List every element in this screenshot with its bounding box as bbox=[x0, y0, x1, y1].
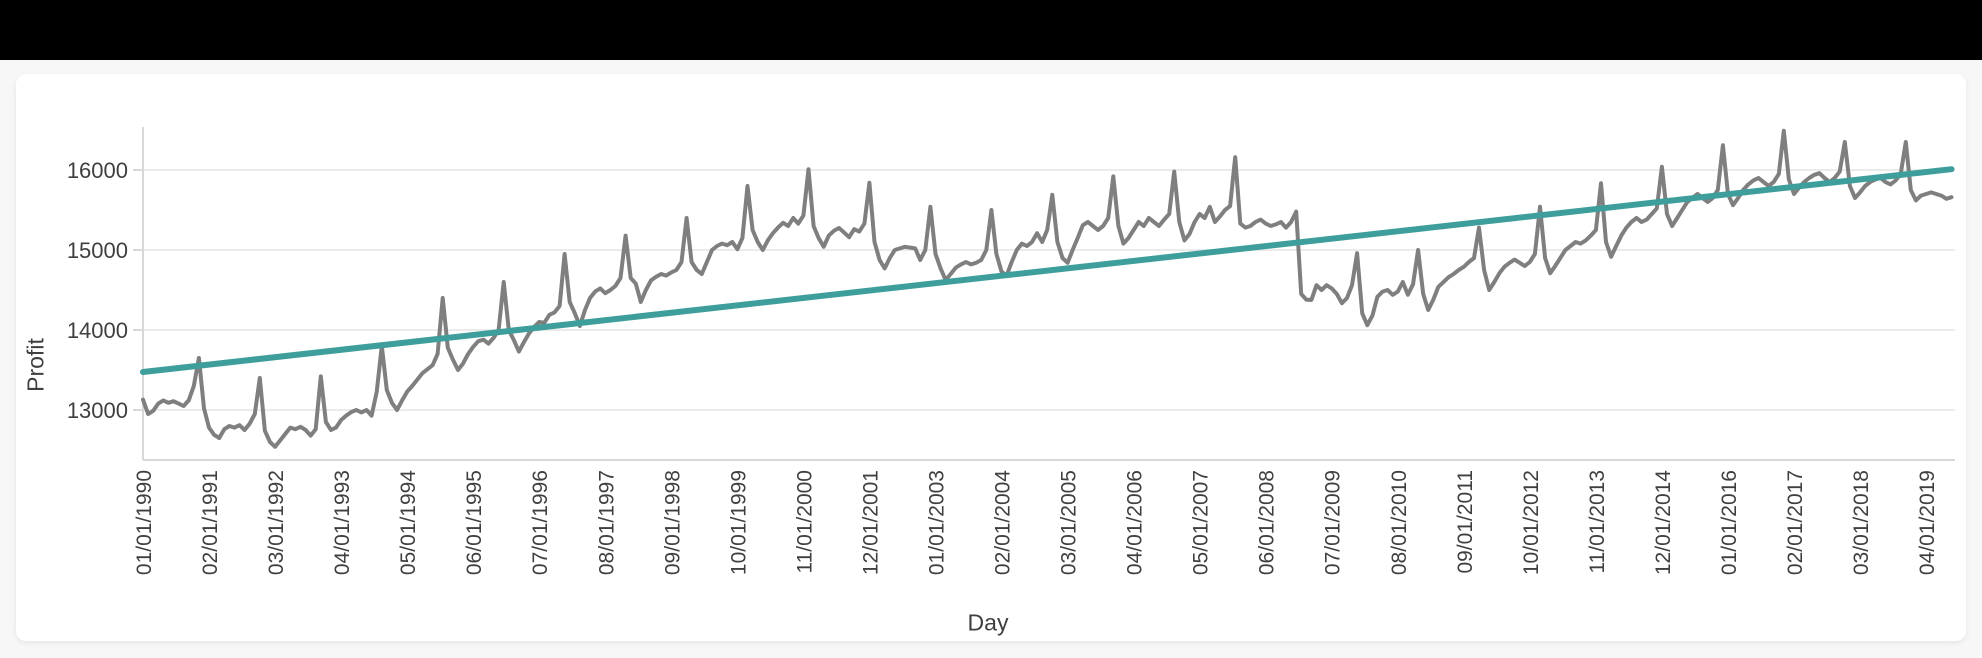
x-tick-label: 03/01/1992 bbox=[265, 470, 288, 575]
x-tick-label: 03/01/2005 bbox=[1058, 470, 1081, 575]
x-tick-label: 06/01/1995 bbox=[463, 470, 486, 575]
y-tick-label: 13000 bbox=[67, 398, 128, 423]
x-tick-label: 01/01/2003 bbox=[925, 470, 948, 575]
x-tick-label: 06/01/2008 bbox=[1256, 470, 1279, 575]
x-tick-label: 11/01/2000 bbox=[793, 470, 816, 574]
x-tick-label: 03/01/2018 bbox=[1850, 470, 1873, 575]
x-tick-label: 01/01/1990 bbox=[133, 470, 156, 575]
x-tick-label: 07/01/1996 bbox=[529, 470, 552, 575]
y-axis-title: Profit bbox=[22, 338, 49, 392]
x-tick-label: 02/01/2004 bbox=[992, 470, 1015, 575]
x-axis-title: Day bbox=[967, 609, 1009, 636]
x-tick-label: 09/01/2011 bbox=[1454, 470, 1477, 574]
x-tick-label: 04/01/2019 bbox=[1916, 470, 1939, 575]
x-tick-label: 11/01/2013 bbox=[1586, 470, 1609, 574]
x-tick-label: 01/01/2016 bbox=[1718, 470, 1741, 575]
x-tick-label: 05/01/1994 bbox=[397, 470, 420, 575]
x-tick-label: 08/01/2010 bbox=[1388, 470, 1411, 575]
top-bar bbox=[0, 0, 1982, 60]
trend-line-path bbox=[140, 166, 1955, 375]
x-tick-label: 12/01/2001 bbox=[859, 470, 882, 575]
x-tick-label: 12/01/2014 bbox=[1652, 470, 1675, 575]
y-tick-label: 15000 bbox=[67, 238, 128, 263]
chart-card: 16000 15000 14000 13000 01/01/1990 02/01/1991… bbox=[16, 74, 1966, 641]
y-tick-label: 14000 bbox=[67, 318, 128, 343]
x-tick-label: 04/01/1993 bbox=[331, 470, 354, 575]
x-tick-label: 02/01/1991 bbox=[199, 470, 222, 575]
x-tick-label: 10/01/2012 bbox=[1520, 470, 1543, 575]
x-tick-label: 10/01/1999 bbox=[727, 470, 750, 575]
x-tick-label: 04/01/2006 bbox=[1124, 470, 1147, 575]
x-tick-label: 05/01/2007 bbox=[1190, 470, 1213, 575]
x-tick-label: 07/01/2009 bbox=[1322, 470, 1345, 575]
x-tick-label: 02/01/2017 bbox=[1784, 470, 1807, 575]
profit-series-path bbox=[141, 128, 1954, 449]
profit-chart[interactable]: 16000 15000 14000 13000 01/01/1990 02/01/1991… bbox=[16, 74, 1966, 641]
x-tick-label: 08/01/1997 bbox=[595, 470, 618, 575]
y-tick-label: 16000 bbox=[67, 158, 128, 183]
x-tick-label: 09/01/1998 bbox=[661, 470, 684, 575]
